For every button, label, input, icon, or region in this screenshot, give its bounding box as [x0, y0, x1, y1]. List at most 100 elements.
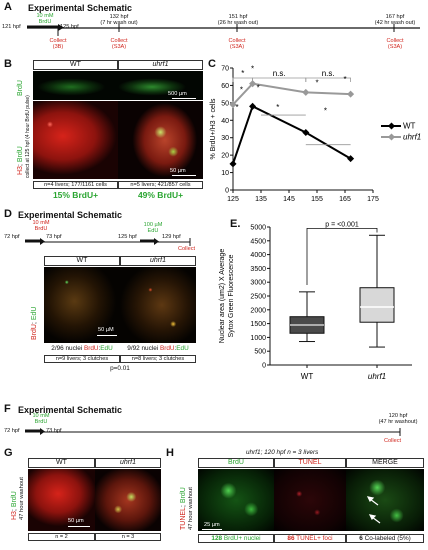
- y-tick-label: 2000: [250, 307, 266, 314]
- panel-g-side-sub: 47 hour washout: [19, 477, 25, 520]
- data-point: [302, 88, 310, 96]
- panel-h-col3-count: 6 Co-labeled (5%): [346, 534, 424, 543]
- panel-d-letter: D: [4, 208, 12, 220]
- panel-h-col3-header: MERGE: [346, 458, 424, 468]
- panel-f-end: 120 hpf (47 hr washout): [378, 413, 418, 426]
- data-point: [347, 90, 355, 98]
- panel-d-wt-header: WT: [44, 256, 120, 266]
- panel-b-mut-header: uhrf1: [118, 60, 203, 70]
- panel-b-row1-label: BrdU: [17, 80, 24, 96]
- panel-f-brdu: 10 mM BrdU: [32, 413, 50, 426]
- panel-f-t1: 72 hpf: [4, 428, 20, 434]
- y-tick-label: 20: [221, 153, 229, 160]
- panel-h-title: uhrf1; 120 hpf n = 3 livers: [246, 449, 319, 456]
- x-tick-label: uhrf1: [368, 372, 386, 381]
- panel-g-wt-image: [28, 469, 95, 531]
- y-tick-label: 40: [221, 118, 229, 125]
- y-tick-label: 1500: [250, 321, 266, 328]
- panel-d-wt-image: [44, 267, 120, 343]
- panel-d-t4: 129 hpf: [162, 234, 181, 240]
- panel-h-letter: H: [166, 447, 174, 459]
- panel-a-collect-4: Collect (S3A): [386, 38, 404, 51]
- panel-h-merge-image: [346, 469, 424, 531]
- panel-b-scale-bottom: 50 µm: [170, 168, 186, 174]
- sig-bracket: [252, 77, 307, 82]
- p-value-label: p = <0.001: [325, 221, 359, 228]
- panel-h-col1-count: 128 BrdU+ nuclei: [198, 534, 274, 543]
- panel-h-scalebar: [202, 529, 222, 530]
- sig-star: *: [251, 64, 254, 73]
- panel-d-t1: 72 hpf: [4, 234, 20, 240]
- panel-h-scale: 25 µm: [204, 522, 220, 528]
- panel-h-brdu-image: [198, 469, 274, 531]
- panel-b-wt-liver-image: [33, 101, 118, 179]
- panel-d-mut-nuclei: 9/92 nuclei BrdU:EdU: [127, 345, 189, 352]
- x-tick-label: 145: [283, 196, 295, 203]
- panel-a-collect-3: Collect (S3A): [228, 38, 246, 51]
- panel-g-wt-n: n = 2: [28, 533, 95, 542]
- y-tick-label: 70: [221, 66, 229, 73]
- data-point: [229, 160, 237, 168]
- panel-b-mut-pct: 49% BrdU+: [137, 190, 184, 200]
- sig-bracket: [232, 77, 253, 82]
- panel-b-wt-pct: 15% BrdU+: [52, 190, 99, 200]
- panel-a-timeline: [27, 24, 420, 36]
- y-tick-label: 0: [225, 188, 229, 195]
- box-uhrf1: [359, 287, 395, 323]
- panel-d-title: Experimental Schematic: [18, 210, 123, 220]
- panel-f-collect: Collect: [384, 438, 402, 444]
- y-axis-label: Nuclear area (um2) X Average: [219, 249, 226, 344]
- panel-d-t2: 73 hpf: [46, 234, 62, 240]
- y-tick-label: 500: [254, 349, 266, 356]
- panel-f-t2: 73 hpf: [46, 428, 62, 434]
- sig-star: *: [343, 75, 346, 84]
- panel-d-scale: 50 µM: [98, 327, 114, 333]
- panel-h-col2-count: 86 TUNEL+ foci: [274, 534, 346, 543]
- panel-b-mut-stats: n=5 livers; 421/857 cells: [118, 181, 203, 190]
- legend-label-WT: WT: [403, 122, 416, 131]
- panel-c-chart: 0 10 20 30 40 50 60 70 125 135 145 155 165 175 % BrdU+…: [210, 64, 421, 203]
- panel-h-col1-header: BrdU: [198, 458, 274, 468]
- y-tick-label: 30: [221, 135, 229, 142]
- panel-d-mut-header: uhrf1: [120, 256, 196, 266]
- sig-annotation: n.s.: [322, 69, 335, 78]
- panel-d-edu: 100 µM EdU: [143, 222, 163, 235]
- panel-b-scalebar-bottom: [172, 175, 196, 176]
- panel-b-row2-side: collect at 125 hpf (4 hour BrdU pulse): [25, 95, 31, 178]
- panel-g-mut-header: uhrf1: [95, 458, 161, 468]
- data-point: [229, 101, 237, 109]
- panel-a-title: Experimental Schematic: [28, 3, 133, 13]
- panel-a-collect-2: Collect (S3A): [110, 38, 128, 51]
- y-axis-label: % BrdU+/H3 + cells: [210, 98, 217, 160]
- panel-b-scale-top: 500 µm: [168, 91, 187, 97]
- panel-d-timeline: [25, 238, 191, 246]
- y-tick-label: 10: [221, 170, 229, 177]
- panel-f-letter: F: [4, 403, 11, 415]
- x-tick-label: WT: [301, 372, 314, 381]
- x-tick-label: 165: [339, 196, 351, 203]
- y-tick-label: 5000: [250, 225, 266, 232]
- y-tick-label: 2500: [250, 294, 266, 301]
- panel-b-letter: B: [4, 58, 12, 70]
- sig-star: *: [240, 85, 243, 94]
- x-tick-label: 125: [227, 196, 239, 203]
- panel-g-scalebar: [68, 526, 90, 527]
- panel-h-arrows: [366, 496, 381, 524]
- panel-b-wt-larva-image: [33, 71, 118, 100]
- panel-g-wt-header: WT: [28, 458, 95, 468]
- panel-g-mut-n: n = 3: [95, 533, 161, 542]
- legend-label-uhrf1: uhrf1: [403, 133, 421, 142]
- panel-a-letter: A: [4, 1, 12, 13]
- panel-f-title: Experimental Schematic: [18, 405, 123, 415]
- y-tick-label: 3000: [250, 280, 266, 287]
- sig-annotation: n.s.: [273, 69, 286, 78]
- panel-b-mut-liver-image: [118, 101, 203, 179]
- y-tick-label: 0: [262, 363, 266, 370]
- panel-g-scale: 50 µm: [68, 518, 84, 524]
- panel-d-wt-n: n=9 livers; 3 clutches: [44, 355, 120, 364]
- legend-marker: [387, 122, 396, 130]
- x-tick-label: 175: [367, 196, 379, 203]
- panel-e-chart: 0 500 1000 1500 2000 2500 3000 3500 4000 4500 5000…: [219, 221, 412, 381]
- panel-d-pvalue: p=0.01: [110, 365, 130, 372]
- panel-a-time-1: 132 hpf (7 hr wash out): [100, 14, 138, 27]
